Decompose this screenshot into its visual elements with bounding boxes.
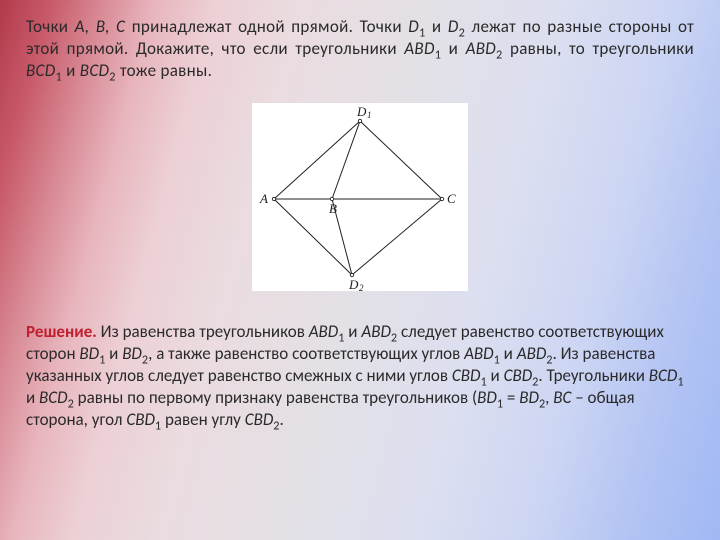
txt: тоже равны. [116,60,212,81]
ang-abd: ABD [517,343,547,364]
geometry-figure: ABCD1D2 [252,103,468,291]
tri-bcd: BCD [26,60,56,81]
svg-text:2: 2 [359,283,364,291]
seg-bd: BD [122,343,142,364]
svg-text:1: 1 [367,110,372,120]
tri-abd: ABD [309,321,339,342]
txt: Точки [26,16,75,37]
figure-container: ABCD1D2 [26,103,694,297]
txt: и [344,321,361,342]
txt: , а также равенство соответствующих угло… [148,343,464,364]
txt: и [500,343,517,364]
svg-text:D: D [348,277,359,291]
svg-text:A: A [259,191,268,206]
txt: и [487,365,504,386]
txt: . [279,409,283,430]
points-abc: A, B, C [75,16,126,37]
ang-abd: ABD [464,343,494,364]
sub1: 1 [677,375,683,390]
txt: и [105,343,122,364]
ang-cbd: CBD [504,365,533,386]
txt: Из равенства треугольников [97,321,309,342]
txt: . Треугольники [538,365,648,386]
txt: принадлежат одной прямой. Точки [125,16,408,37]
txt: равны, то треугольники [503,38,694,59]
txt: и [62,60,80,81]
seg-bd: BD [519,387,539,408]
tri-bcd: BCD [649,365,678,386]
seg-bd: BD [79,343,99,364]
tri-abd: ABD [361,321,391,342]
ang-cbd: CBD [245,409,274,430]
pt-d: D [408,16,419,37]
tri-bcd: BCD [39,387,68,408]
txt: и [26,387,39,408]
seg-bc: BC [553,387,571,408]
solution-text: Решение. Из равенства треугольников ABD 1… [26,321,694,431]
txt: равен углу [161,409,245,430]
problem-statement: Точки A, B, C принадлежат одной прямой. … [26,16,694,81]
svg-text:D: D [356,104,367,119]
svg-text:B: B [329,201,337,216]
txt: = [503,387,519,408]
txt: и [441,38,465,59]
txt: равны по первому признаку равенства треу… [74,387,477,408]
solution-label: Решение. [26,321,97,342]
seg-bd: BD [477,387,497,408]
ang-cbd: CBD [126,409,155,430]
tri-bcd: BCD [80,60,110,81]
txt: и [426,16,448,37]
pt-d: D [448,16,459,37]
tri-abd: ABD [404,38,434,59]
ang-cbd: CBD [452,365,481,386]
svg-text:C: C [447,191,456,206]
tri-abd: ABD [466,38,496,59]
